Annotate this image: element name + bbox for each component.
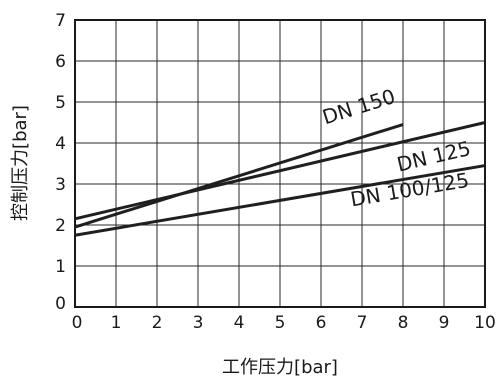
y-axis-title: 控制压力[bar] (10, 105, 31, 221)
plot-frame (74, 19, 486, 308)
series-line (74, 121, 486, 221)
x-tick-label: 7 (357, 313, 368, 333)
series-line (74, 123, 404, 229)
y-tick-label: 1 (55, 257, 66, 277)
x-tick-label: 10 (474, 313, 496, 333)
y-tick-label: 0 (55, 294, 66, 314)
y-tick-label: 7 (55, 11, 66, 31)
x-tick-label: 9 (439, 313, 450, 333)
x-tick-label: 8 (398, 313, 409, 333)
y-tick-label: 2 (55, 216, 66, 236)
x-axis-title: 工作压力[bar] (222, 357, 338, 378)
x-tick-label: 4 (234, 313, 245, 333)
x-tick-label: 0 (72, 313, 83, 333)
x-tick-label: 5 (275, 313, 286, 333)
series-line (74, 164, 486, 237)
series-lines (74, 121, 486, 237)
y-tick-label: 3 (55, 175, 66, 195)
x-tick-label: 2 (152, 313, 163, 333)
x-tick-label: 3 (193, 313, 204, 333)
x-tick-label: 6 (316, 313, 327, 333)
x-tick-labels: 0 1 2 3 4 5 6 7 8 9 10 (72, 313, 496, 333)
x-tick-label: 1 (111, 313, 122, 333)
y-tick-label: 6 (55, 52, 66, 72)
y-tick-labels: 0 1 2 3 4 5 6 7 (55, 11, 66, 314)
y-tick-label: 4 (55, 134, 66, 154)
y-tick-label: 5 (55, 93, 66, 113)
series-label: DN 150 (319, 84, 398, 129)
